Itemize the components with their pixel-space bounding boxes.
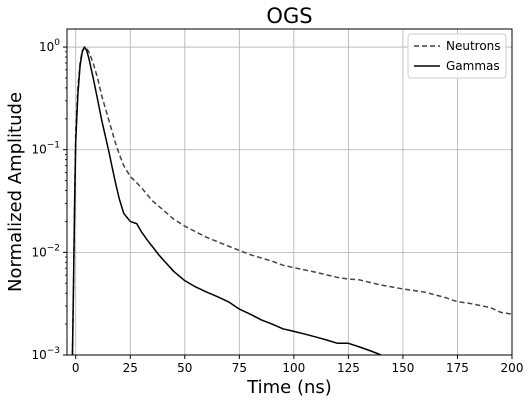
x-tick-label: 0	[72, 361, 80, 375]
legend-label-gammas: Gammas	[446, 59, 500, 73]
series-group	[71, 46, 512, 355]
x-tick-label: 25	[123, 361, 138, 375]
plot-frame	[66, 28, 513, 356]
legend-label-neutrons: Neutrons	[446, 39, 501, 53]
x-tick-label: 75	[232, 361, 247, 375]
y-tick-label: 10−2	[31, 243, 60, 259]
x-tick-label: 100	[282, 361, 305, 375]
x-tick-label: 50	[177, 361, 192, 375]
x-tick-label: 125	[337, 361, 360, 375]
x-tick-label: 150	[391, 361, 414, 375]
legend: Neutrons Gammas	[407, 33, 507, 79]
legend-box	[407, 33, 507, 79]
x-tick-label: 175	[446, 361, 469, 375]
chart-title: OGS	[266, 4, 312, 28]
x-axis-label: Time (ns)	[246, 377, 332, 398]
y-axis-label: Normalized Amplitude	[5, 92, 26, 292]
y-tick-label: 10−1	[31, 141, 60, 157]
y-tick-label: 10−3	[31, 346, 60, 362]
x-tick-label: 200	[501, 361, 524, 375]
y-tick-label: 100	[39, 38, 60, 54]
series-line-neutrons	[71, 46, 512, 355]
x-axis: 0 25 50 75 100 125 150 175 200	[72, 355, 524, 375]
y-axis: 10−3 10−2 10−1 100	[31, 38, 67, 362]
series-line-gammas	[71, 46, 382, 355]
